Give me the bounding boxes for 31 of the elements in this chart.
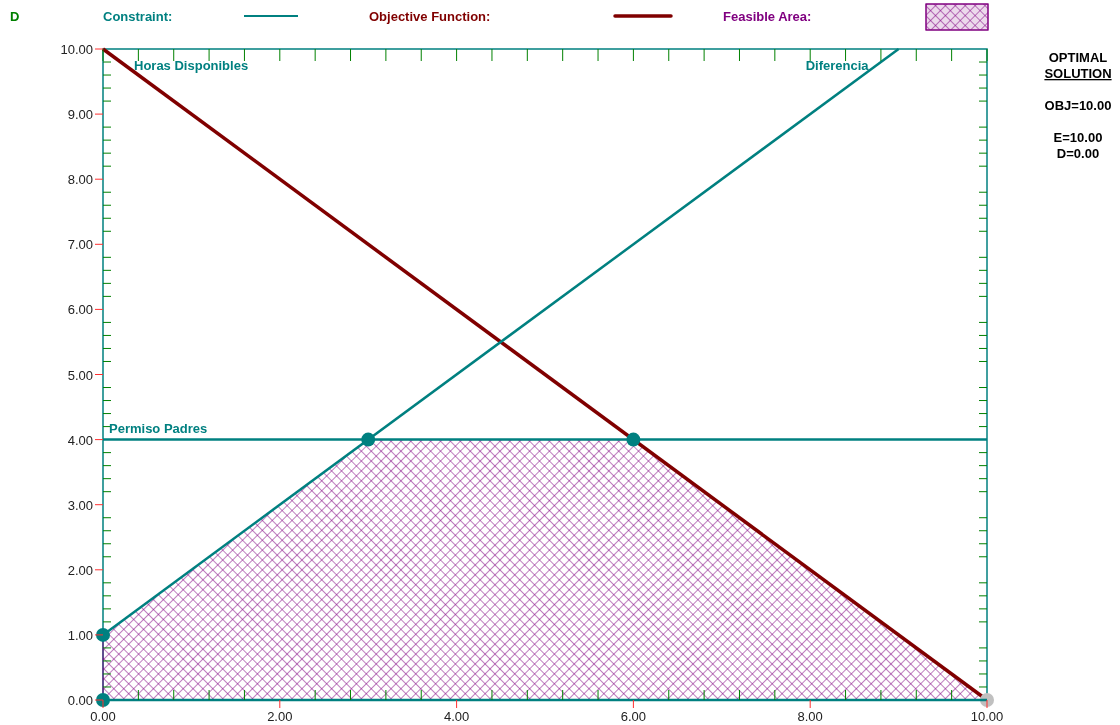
y-tick-label: 3.00 [67,497,93,513]
y-tick-label: 0.00 [67,693,93,708]
text: OPTIMAL SOLUTION [1044,50,1112,81]
y-tick-label: 9.00 [67,107,93,123]
y-tick-label: 5.00 [67,367,93,383]
x-tick-label: 0.00 [90,709,116,724]
series-label: Permiso Padres [109,420,208,436]
y-tick-label: 10.00 [60,42,93,57]
x-tick-label: 8.00 [797,709,823,724]
series-label: Diferencia [805,58,870,73]
text: Objective Function: [369,9,491,24]
text: Feasible Area: [723,9,812,24]
text: D=0.00 [1056,146,1100,161]
y-tick-label: 4.00 [67,432,93,448]
y-tick-label: 6.00 [67,302,93,318]
y-tick-label: 8.00 [67,172,93,188]
text: E=10.00 [1053,130,1103,145]
x-tick-label: 2.00 [267,709,293,724]
point [626,432,641,447]
text: OBJ=10.00 [1044,98,1112,113]
annotation: Horas Disponibles [134,58,249,73]
point [361,432,376,447]
x-tick-label: 4.00 [443,709,470,724]
y-tick-label: 2.00 [67,562,93,578]
text: Constraint: [103,9,173,24]
y-tick-label: 7.00 [67,237,93,253]
x-tick-label: 10.00 [970,709,1004,724]
point [96,627,110,642]
y-tick-label: 1.00 [67,627,93,643]
x-tick-label: 6.00 [620,709,647,724]
y-axis-title: D [10,9,20,24]
